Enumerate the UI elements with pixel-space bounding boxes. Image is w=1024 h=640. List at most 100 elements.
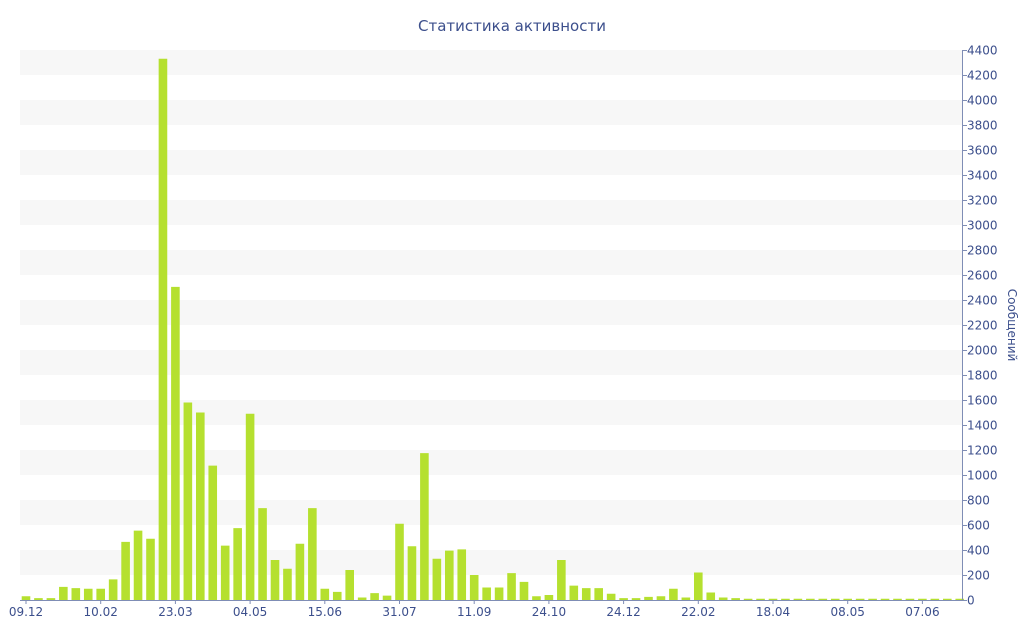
bar (830, 598, 840, 600)
bar (445, 550, 454, 601)
bar (519, 581, 529, 601)
bar (756, 598, 765, 600)
bar (233, 528, 242, 601)
x-tick-label: 24.12 (606, 605, 640, 619)
bar (469, 575, 479, 600)
bar (880, 598, 890, 600)
x-tick-label: 11.09 (457, 605, 491, 619)
y-tick-label: 1600 (967, 394, 998, 408)
bar (868, 598, 877, 600)
bar (283, 568, 292, 600)
bar (308, 508, 317, 601)
bar (295, 543, 305, 600)
bar (806, 598, 815, 600)
y-axis: 0 200 400 600 800 1000 1200 1400 1600 1800 2000 220… (962, 44, 998, 608)
y-tick-label: 4200 (967, 69, 998, 83)
bar (71, 588, 81, 601)
bar (594, 588, 603, 601)
chart-title: Статистика активности (418, 17, 606, 35)
x-tick-label: 04.05 (233, 605, 267, 619)
bar (793, 598, 803, 600)
y-tick-label: 600 (967, 519, 990, 533)
y-tick-label: 3600 (967, 144, 998, 158)
bar (46, 598, 56, 601)
bar (631, 598, 641, 601)
bar (108, 579, 118, 601)
bar (146, 538, 155, 600)
x-tick-label: 15.06 (308, 605, 342, 619)
bar (208, 465, 218, 601)
y-tick-label: 0 (967, 594, 975, 608)
bar (133, 530, 143, 601)
bar (345, 570, 354, 600)
x-tick-label: 09.12 (9, 605, 43, 619)
bar (781, 598, 790, 600)
y-tick-label: 3000 (967, 219, 998, 233)
bar (21, 596, 31, 600)
bar (370, 593, 379, 601)
y-tick-label: 1200 (967, 444, 998, 458)
bar (270, 560, 280, 600)
bar (619, 598, 628, 601)
bar (171, 286, 180, 601)
y-tick-label: 4400 (967, 44, 998, 58)
x-tick-label: 24.10 (532, 605, 566, 619)
bar (706, 592, 716, 600)
y-tick-label: 200 (967, 569, 990, 583)
x-tick-label: 10.02 (84, 605, 118, 619)
y-tick-label: 1000 (967, 469, 998, 483)
x-tick-label: 23.03 (158, 605, 192, 619)
bar (606, 593, 616, 600)
bar (544, 595, 554, 600)
grid-band (20, 50, 962, 75)
bar (955, 598, 965, 600)
bar (681, 597, 691, 600)
y-tick-label: 2000 (967, 344, 998, 358)
grid-band (20, 100, 962, 125)
y-tick-label: 1800 (967, 369, 998, 383)
bar (432, 558, 442, 600)
y-tick-label: 2800 (967, 244, 998, 258)
bar (918, 598, 927, 600)
bar (644, 596, 653, 601)
bar (457, 549, 467, 601)
bar (420, 453, 429, 601)
bar (158, 58, 168, 600)
bar (557, 560, 566, 600)
y-tick-label: 3400 (967, 169, 998, 183)
bar (320, 588, 330, 600)
bar (656, 596, 666, 600)
bar (718, 597, 728, 600)
bar (507, 573, 516, 601)
x-tick-label: 18.04 (756, 605, 790, 619)
bar (258, 508, 267, 601)
grid-band (20, 250, 962, 275)
y-tick-label: 800 (967, 494, 990, 508)
y-tick-label: 2400 (967, 294, 998, 308)
bar (96, 588, 105, 600)
bar (395, 523, 404, 600)
y-tick-label: 2200 (967, 319, 998, 333)
bar (83, 588, 93, 600)
y-tick-label: 3800 (967, 119, 998, 133)
bar (196, 412, 205, 600)
bars (21, 58, 965, 601)
y-tick-label: 4000 (967, 94, 998, 108)
bar (482, 587, 491, 600)
y-tick-label: 400 (967, 544, 990, 558)
y-tick-label: 1400 (967, 419, 998, 433)
bar (245, 413, 255, 600)
bar (59, 586, 68, 601)
x-axis: 09.12 10.02 23.03 04.05 15.06 31.07 11.09 24.10… (9, 600, 962, 619)
bar (818, 598, 828, 600)
y-axis-label: Сообщений (1005, 289, 1019, 362)
bar (694, 572, 703, 600)
bar (382, 595, 392, 601)
y-tick-label: 2600 (967, 269, 998, 283)
bar (855, 598, 865, 600)
grid-band (20, 200, 962, 225)
x-tick-label: 08.05 (831, 605, 865, 619)
bar (731, 598, 740, 601)
